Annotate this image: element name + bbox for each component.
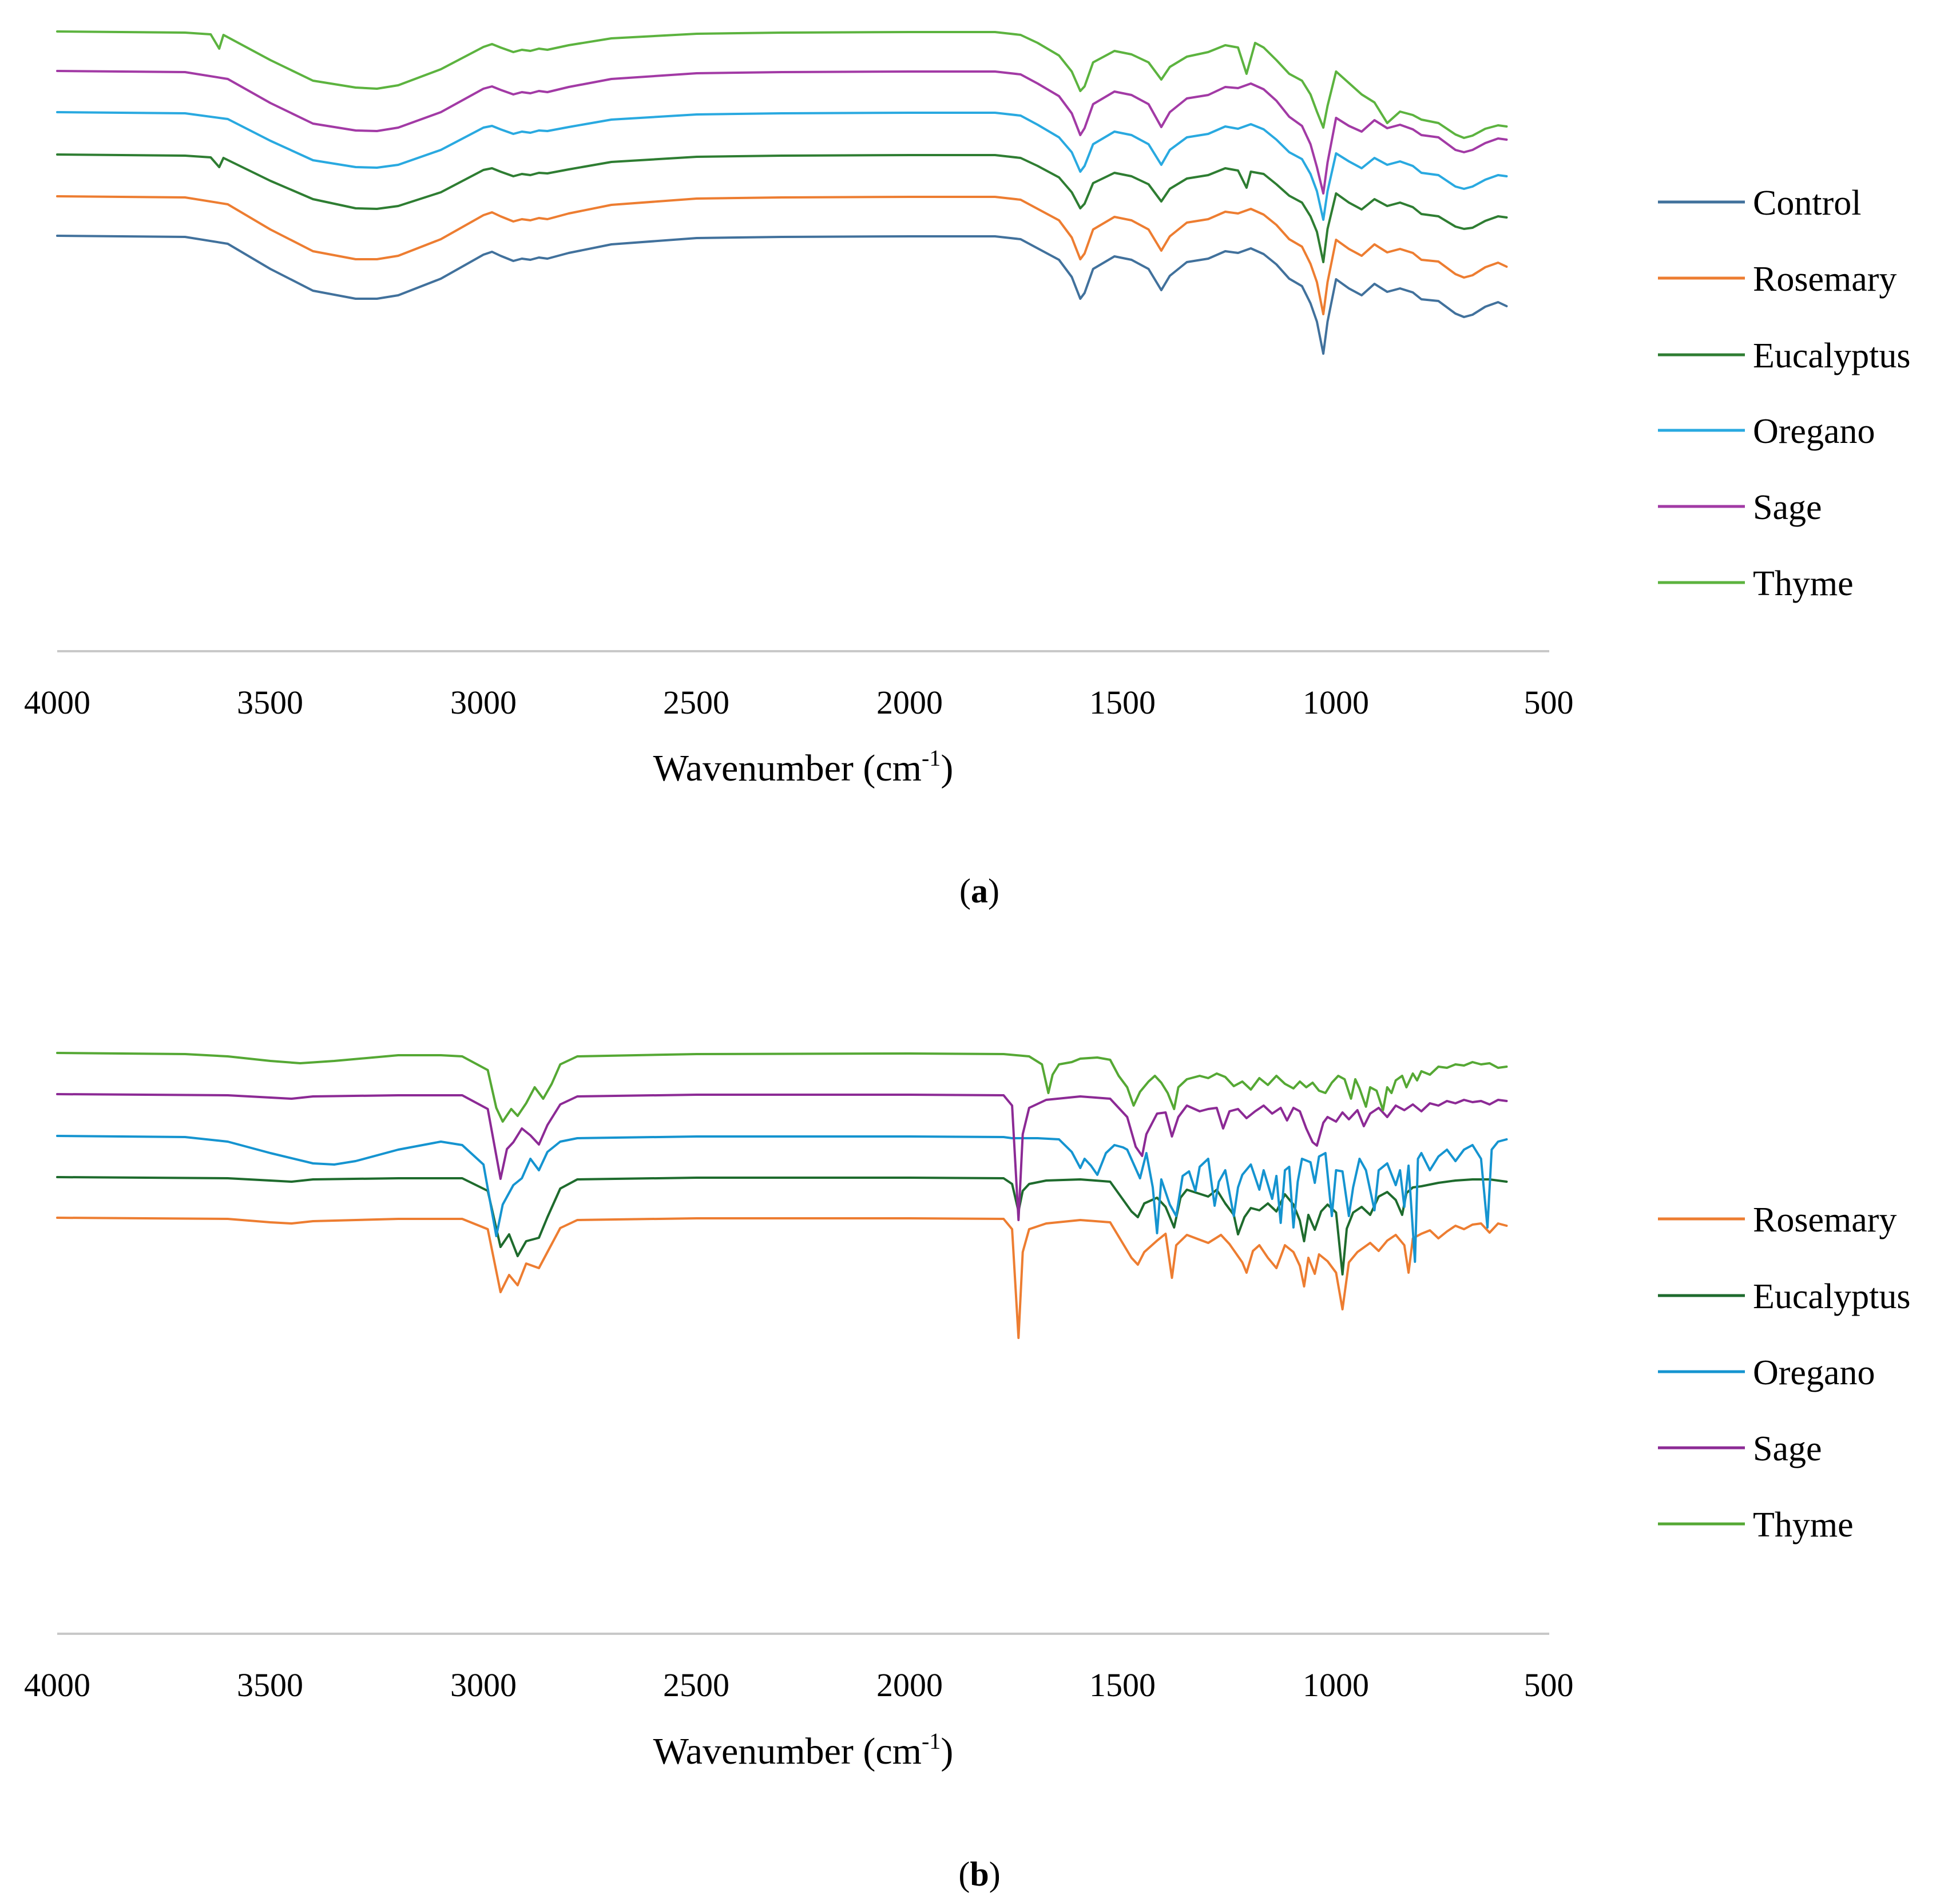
legend-label-thyme: Thyme: [1753, 564, 1854, 603]
spectrum-line-rosemary: [56, 1217, 1508, 1339]
panel-b-tick-label: 4000: [24, 1666, 90, 1704]
legend-label-rosemary: Rosemary: [1753, 1201, 1896, 1239]
panel-b-tick-label: 3500: [237, 1666, 303, 1704]
panel-b-tick-label: 2500: [663, 1666, 729, 1704]
panel-b-chart: 4000 3500 3000 2500 2000 1500 1000 500 W…: [24, 1052, 1911, 1893]
panel-b-legend: Rosemary Eucalyptus Oregano Sage Thyme: [1658, 1201, 1911, 1544]
panel-a-series-group: [56, 30, 1508, 355]
legend-label-eucalyptus: Eucalyptus: [1753, 336, 1911, 375]
spectrum-line-control: [56, 235, 1508, 355]
spectrum-line-eucalyptus: [56, 1176, 1508, 1276]
panel-a-tick-labels: 4000 3500 3000 2500 2000 1500 1000 500: [24, 684, 1574, 721]
legend-label-rosemary: Rosemary: [1753, 260, 1896, 299]
panel-b-x-axis-title-close: ): [941, 1730, 953, 1772]
panel-b-tick-label: 1000: [1303, 1666, 1369, 1704]
panel-a-tick-label: 3000: [450, 684, 517, 721]
panel-b-series-group: [56, 1052, 1508, 1339]
panel-a-caption: (a): [959, 872, 999, 910]
spectrum-line-oregano: [56, 111, 1508, 221]
spectrum-line-rosemary: [56, 195, 1508, 315]
panel-b-x-axis-title-main: Wavenumber (cm: [653, 1730, 922, 1772]
panel-a-tick-label: 500: [1524, 684, 1574, 721]
spectrum-line-oregano: [56, 1135, 1508, 1263]
panel-b-tick-labels: 4000 3500 3000 2500 2000 1500 1000 500: [24, 1666, 1574, 1704]
legend-label-sage: Sage: [1753, 488, 1822, 527]
spectrum-line-sage: [56, 1093, 1508, 1221]
panel-a-tick-label: 4000: [24, 684, 90, 721]
panel-a-x-axis-title-close: ): [941, 747, 953, 789]
panel-a-caption-letter: a: [971, 872, 988, 910]
legend-label-sage: Sage: [1753, 1429, 1822, 1468]
panel-a-x-axis-title: Wavenumber (cm-1): [653, 745, 954, 789]
panel-b-tick-label: 2000: [876, 1666, 943, 1704]
panel-a-caption-open: (: [959, 872, 971, 910]
panel-a-caption-close: ): [988, 872, 999, 910]
panel-a-tick-label: 1500: [1089, 684, 1156, 721]
panel-b-x-axis-title-sup: -1: [922, 1728, 941, 1754]
spectrum-line-thyme: [56, 1052, 1508, 1123]
panel-a-x-axis-title-sup: -1: [922, 745, 941, 771]
legend-label-eucalyptus: Eucalyptus: [1753, 1277, 1911, 1316]
panel-b-tick-label: 500: [1524, 1666, 1574, 1704]
panel-a-tick-label: 1000: [1303, 684, 1369, 721]
panel-a-legend: Control Rosemary Eucalyptus Oregano Sage…: [1658, 184, 1911, 603]
spectrum-line-thyme: [56, 30, 1508, 139]
legend-label-thyme: Thyme: [1753, 1506, 1854, 1544]
panel-a-tick-label: 2500: [663, 684, 729, 721]
panel-a-tick-label: 3500: [237, 684, 303, 721]
panel-a-chart: 4000 3500 3000 2500 2000 1500 1000 500 W…: [24, 30, 1911, 910]
panel-b-caption-open: (: [958, 1855, 970, 1893]
panel-b-caption-letter: b: [970, 1855, 989, 1893]
legend-label-oregano: Oregano: [1753, 1353, 1875, 1392]
panel-b-tick-label: 1500: [1089, 1666, 1156, 1704]
spectrum-line-eucalyptus: [56, 153, 1508, 263]
panel-b-caption-close: ): [989, 1855, 1001, 1893]
panel-b-x-axis-title: Wavenumber (cm-1): [653, 1728, 954, 1772]
spectrum-line-sage: [56, 70, 1508, 195]
panel-a-tick-label: 2000: [876, 684, 943, 721]
panel-b-caption: (b): [958, 1855, 1000, 1893]
legend-label-oregano: Oregano: [1753, 412, 1875, 451]
legend-label-control: Control: [1753, 184, 1861, 223]
panel-a-x-axis-title-main: Wavenumber (cm: [653, 747, 922, 789]
panel-b-tick-label: 3000: [450, 1666, 517, 1704]
